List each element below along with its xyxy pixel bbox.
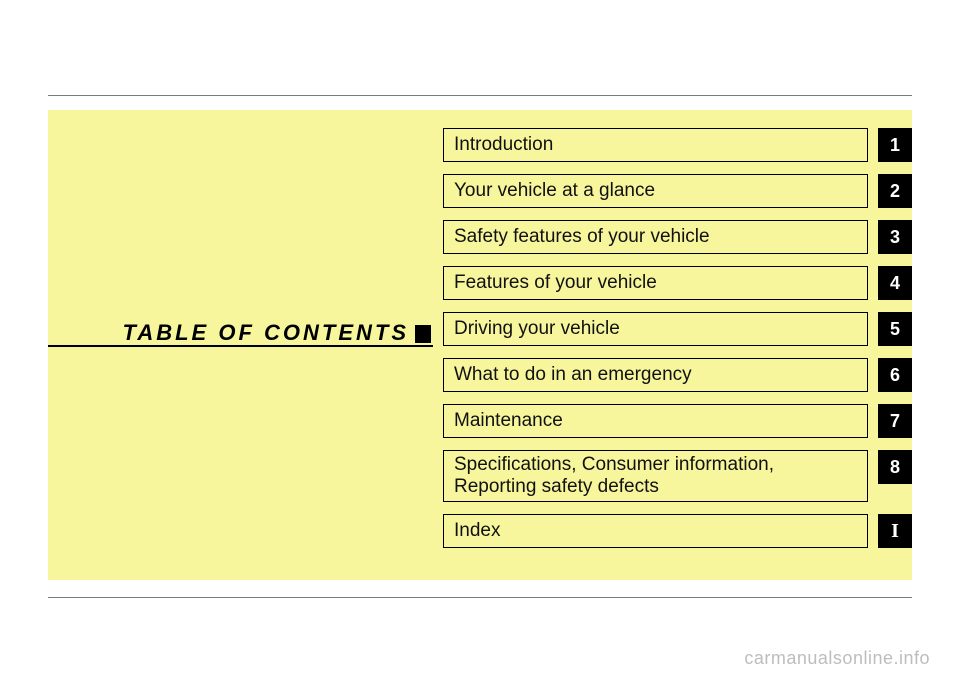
bottom-rule	[48, 597, 912, 598]
toc-row: Driving your vehicle 5	[443, 312, 912, 346]
toc-section-number: 7	[878, 404, 912, 438]
toc-row: Specifications, Consumer information, Re…	[443, 450, 912, 502]
toc-section-label: Your vehicle at a glance	[443, 174, 868, 208]
toc-section-number: 8	[878, 450, 912, 484]
toc-title: TABLE OF CONTENTS	[123, 320, 431, 346]
toc-right-column: Introduction 1 Your vehicle at a glance 2 Sa…	[443, 128, 912, 562]
toc-section-label: Driving your vehicle	[443, 312, 868, 346]
toc-section-number: 2	[878, 174, 912, 208]
toc-underline	[48, 345, 433, 347]
toc-section-number: 1	[878, 128, 912, 162]
toc-row: Index I	[443, 514, 912, 548]
toc-section-label: Maintenance	[443, 404, 868, 438]
toc-row: Safety features of your vehicle 3	[443, 220, 912, 254]
watermark-text: carmanualsonline.info	[744, 648, 930, 669]
toc-section-number: 4	[878, 266, 912, 300]
toc-section-label: Safety features of your vehicle	[443, 220, 868, 254]
top-rule	[48, 95, 912, 96]
toc-section-number: 3	[878, 220, 912, 254]
toc-section-label: Index	[443, 514, 868, 548]
toc-section-number: 5	[878, 312, 912, 346]
toc-row: Your vehicle at a glance 2	[443, 174, 912, 208]
toc-section-label: Specifications, Consumer information, Re…	[443, 450, 868, 502]
toc-section-number: 6	[878, 358, 912, 392]
toc-row: Introduction 1	[443, 128, 912, 162]
toc-row: Features of your vehicle 4	[443, 266, 912, 300]
toc-row: What to do in an emergency 6	[443, 358, 912, 392]
toc-title-text: TABLE OF CONTENTS	[123, 320, 409, 345]
toc-section-number: I	[878, 514, 912, 548]
toc-row: Maintenance 7	[443, 404, 912, 438]
toc-section-label: What to do in an emergency	[443, 358, 868, 392]
toc-panel: TABLE OF CONTENTS Introduction 1 Your vehi…	[48, 110, 912, 580]
toc-left-column: TABLE OF CONTENTS	[48, 110, 443, 580]
toc-section-label: Introduction	[443, 128, 868, 162]
toc-title-marker-icon	[415, 325, 431, 343]
toc-section-label: Features of your vehicle	[443, 266, 868, 300]
